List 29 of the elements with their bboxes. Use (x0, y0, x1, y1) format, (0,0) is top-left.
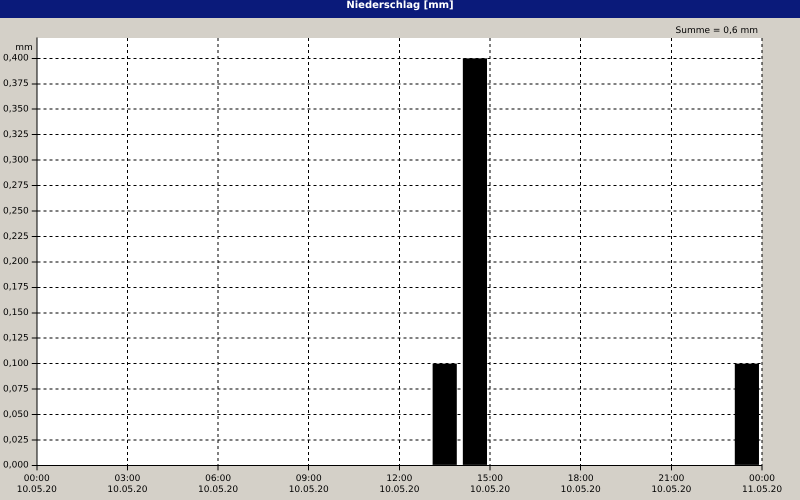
y-tick-label: 0,125 (3, 334, 29, 344)
y-tick-label: 0,300 (3, 155, 30, 166)
y-tick-label: 0,325 (3, 130, 29, 140)
y-tick-label: 0,200 (3, 257, 30, 268)
y-tick-label: 0,025 (3, 435, 29, 446)
y-tick-label: 0,075 (3, 384, 29, 394)
x-tick-label: 00:00 10.05.20 (16, 474, 58, 495)
x-tick-label: 06:00 10.05.20 (198, 474, 238, 495)
y-tick-label: 0,150 (3, 308, 30, 318)
y-tick-label: 0,175 (3, 282, 29, 293)
y-tick-label: 0,400 (3, 54, 30, 64)
x-tick-label: 09:00 10.05.20 (288, 474, 330, 495)
y-tick-label: 0,275 (3, 180, 29, 191)
x-tick-label: 12:00 10.05.20 (379, 474, 420, 495)
y-tick-label: 0,050 (3, 410, 30, 420)
y-tick-label: 0,350 (3, 104, 30, 115)
y-tick-label: 0,100 (3, 358, 30, 369)
y-tick-label: 0,225 (3, 232, 29, 242)
y-axis-title: mm (15, 42, 33, 53)
y-tick-label: 0,250 (3, 206, 30, 216)
x-tick-label: 15:00 10.05.20 (470, 474, 510, 495)
x-tick-label: 03:00 10.05.20 (107, 474, 148, 495)
y-tick-label: 0,375 (3, 79, 29, 90)
x-tick-label: 21:00 10.05.20 (651, 474, 692, 495)
chart-title: Niederschlag [mm] (0, 0, 800, 18)
x-tick-label: 00:00 11.05.20 (742, 474, 782, 495)
x-tick-label: 18:00 10.05.20 (560, 474, 602, 495)
y-tick-label: 0,000 (3, 460, 30, 471)
text: Summe = 0,6 mm (676, 26, 758, 36)
